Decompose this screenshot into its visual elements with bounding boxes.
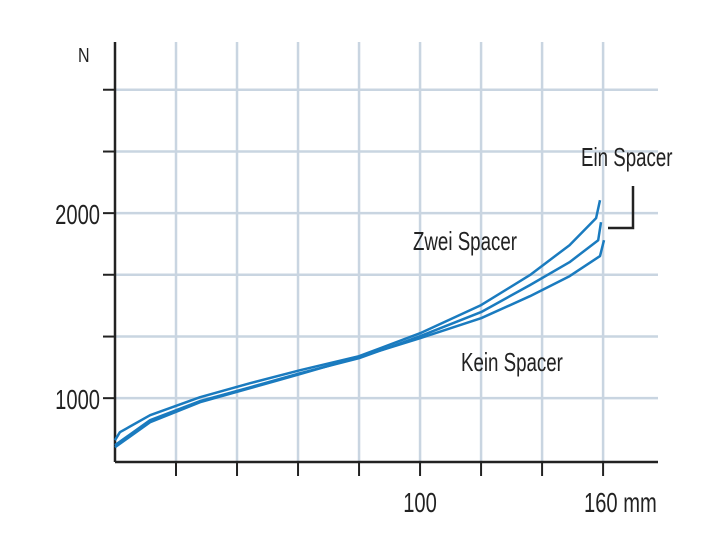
ein-spacer-bracket [608,186,635,230]
y-axis-label: N [78,44,90,66]
ytick-label-2000: 2000 [55,200,100,231]
series-line-zwei-spacer [113,199,602,441]
annotation-kein-spacer: Kein Spacer [461,347,563,377]
series-lines [113,199,606,449]
xtick-label-100: 100 [403,488,437,519]
annotation-ein-spacer: Ein Spacer [581,142,673,172]
ytick-label-1000: 1000 [55,385,100,416]
xtick-label-160: 160 mm [584,488,657,519]
grid [115,42,658,462]
annotation-zwei-spacer: Zwei Spacer [413,226,517,256]
series-line-kein-spacer [114,239,606,449]
axes [103,42,658,476]
